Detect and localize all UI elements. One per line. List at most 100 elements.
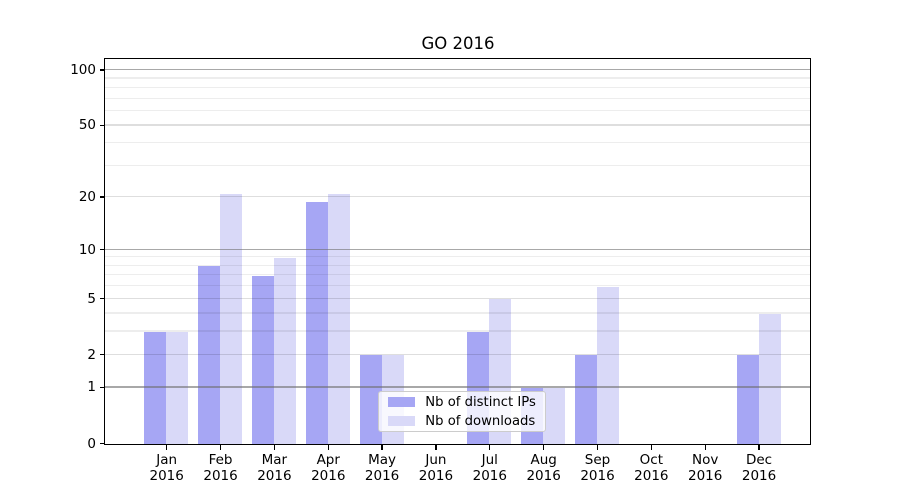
gridline-60: [105, 109, 811, 112]
gridline-70: [105, 97, 811, 99]
bar-nb-of-distinct-ips-mar: [251, 275, 274, 444]
x-tick-mark-feb: [219, 445, 222, 450]
gridlines-layer: [105, 59, 811, 444]
bar-nb-of-distinct-ips-jan: [144, 331, 167, 444]
legend-swatch-nb-of-downloads: [388, 415, 416, 427]
gridline-90: [105, 77, 811, 79]
x-tick-year: 2016: [472, 467, 507, 484]
chart-title: GO 2016: [421, 34, 495, 53]
x-tick-month: Aug: [530, 452, 557, 468]
x-tick-month: May: [368, 452, 397, 468]
x-tick-mark-jul: [489, 445, 491, 450]
legend: Nb of distinct IPs Nb of downloads: [378, 391, 547, 432]
x-tick-month: Apr: [316, 452, 340, 468]
x-tick-label-jul: Jul 2016: [458, 452, 522, 484]
x-tick-year: 2016: [634, 467, 669, 484]
y-tick-label-20: 20: [78, 189, 96, 206]
gridline-4: [105, 312, 811, 314]
bar-nb-of-distinct-ips-may: [359, 355, 382, 444]
x-tick-mark-sep: [596, 445, 599, 450]
x-tick-mark-jun: [435, 445, 437, 450]
x-tick-label-mar: Mar 2016: [242, 452, 306, 484]
x-tick-label-jun: Jun 2016: [404, 452, 468, 484]
x-tick-month: Jun: [425, 452, 447, 468]
x-tick-mark-may: [381, 445, 383, 450]
x-tick-month: Nov: [692, 452, 719, 468]
bar-nb-of-distinct-ips-sep: [575, 355, 598, 444]
x-tick-month: Dec: [745, 452, 773, 468]
x-tick-month: Oct: [639, 452, 664, 468]
bar-nb-of-distinct-ips-feb: [198, 266, 221, 444]
y-tick-label-100: 100: [70, 62, 96, 79]
gridline-1: [105, 386, 811, 388]
bar-nb-of-distinct-ips-apr: [305, 201, 328, 444]
y-tick-label-50: 50: [78, 117, 96, 134]
x-tick-label-jan: Jan 2016: [135, 452, 199, 484]
x-tick-label-oct: Oct 2016: [619, 452, 683, 484]
y-tick-mark-10: [100, 248, 105, 251]
y-tick-label-1: 1: [87, 379, 96, 396]
y-tick-mark-100: [100, 69, 105, 71]
x-tick-label-feb: Feb 2016: [189, 452, 253, 484]
gridline-6: [105, 285, 811, 287]
x-tick-month: Mar: [261, 452, 288, 468]
x-tick-label-may: May 2016: [350, 452, 414, 484]
x-tick-year: 2016: [149, 467, 184, 484]
x-tick-year: 2016: [257, 467, 292, 484]
bar-nb-of-downloads-apr: [327, 193, 350, 444]
gridline-7: [105, 274, 811, 276]
gridline-10: [105, 248, 811, 250]
x-tick-mark-aug: [542, 445, 545, 450]
plot-area: Nb of distinct IPs Nb of downloads: [104, 58, 812, 445]
gridline-50: [105, 124, 811, 126]
x-tick-mark-apr: [327, 445, 329, 450]
x-tick-mark-jan: [166, 445, 168, 450]
gridline-9: [105, 256, 811, 258]
gridline-30: [105, 164, 811, 166]
gridline-8: [105, 264, 811, 266]
legend-swatch-nb-of-distinct-ips: [388, 396, 416, 408]
x-tick-mark-nov: [704, 445, 706, 450]
x-tick-month: Jul: [481, 452, 498, 468]
y-tick-label-5: 5: [87, 290, 96, 307]
legend-label-nb-of-downloads: Nb of downloads: [425, 413, 536, 429]
x-tick-label-apr: Apr 2016: [296, 452, 360, 484]
y-tick-mark-5: [100, 297, 105, 300]
bar-nb-of-downloads-aug: [543, 387, 566, 444]
x-tick-mark-dec: [758, 445, 760, 450]
bar-nb-of-distinct-ips-dec: [736, 355, 759, 444]
bar-nb-of-downloads-dec: [758, 313, 781, 444]
x-tick-year: 2016: [688, 467, 723, 484]
x-tick-label-dec: Dec 2016: [727, 452, 791, 484]
bar-nb-of-downloads-jan: [166, 331, 189, 444]
bar-nb-of-downloads-feb: [220, 193, 243, 444]
x-tick-year: 2016: [418, 467, 454, 484]
x-tick-year: 2016: [364, 467, 400, 484]
gridline-20: [105, 196, 811, 198]
x-tick-month: Jan: [156, 452, 178, 468]
bar-nb-of-downloads-mar: [273, 257, 296, 444]
gridline-5: [105, 297, 811, 299]
x-tick-label-sep: Sep 2016: [566, 452, 630, 484]
x-tick-label-nov: Nov 2016: [673, 452, 737, 484]
x-tick-month: Sep: [584, 452, 611, 468]
x-tick-label-aug: Aug 2016: [512, 452, 576, 484]
x-tick-mark-mar: [273, 445, 276, 450]
y-tick-label-0: 0: [87, 435, 96, 452]
gridline-100: [105, 69, 811, 71]
y-tick-mark-0: [100, 442, 105, 445]
y-tick-label-10: 10: [78, 241, 96, 258]
y-tick-mark-20: [100, 196, 105, 198]
gridline-40: [105, 142, 811, 144]
x-tick-year: 2016: [526, 467, 561, 484]
x-tick-mark-oct: [650, 445, 653, 450]
y-tick-mark-1: [100, 386, 105, 389]
gridline-3: [105, 330, 811, 332]
x-tick-year: 2016: [580, 467, 615, 484]
x-tick-year: 2016: [203, 467, 238, 484]
gridline-2: [105, 353, 811, 355]
legend-item-nb-of-distinct-ips: Nb of distinct IPs: [379, 395, 545, 410]
x-tick-month: Feb: [208, 452, 233, 468]
gridline-80: [105, 86, 811, 89]
